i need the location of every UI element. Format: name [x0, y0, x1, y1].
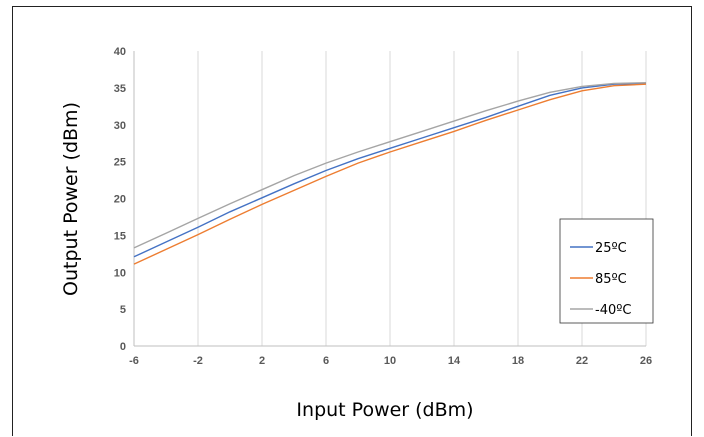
y-tick-label: 30 — [114, 120, 126, 132]
axes — [133, 51, 646, 347]
series-line-2 — [133, 82, 647, 249]
y-tick-label: 10 — [114, 267, 126, 279]
legend-label: 85ºC — [595, 272, 627, 287]
x-tick-label: 22 — [576, 355, 588, 367]
y-tick-label: 35 — [114, 83, 126, 95]
y-tick-label: 5 — [120, 304, 126, 316]
legend-label: 25ºC — [595, 241, 627, 256]
x-tick-label: 2 — [259, 355, 265, 367]
y-tick-label: 15 — [114, 230, 126, 242]
y-tick-label: 40 — [114, 46, 126, 58]
x-tick-label: -2 — [193, 355, 203, 367]
x-tick-label: 18 — [512, 355, 524, 367]
chart-frame: -6 -2 2 6 10 14 18 22 26 0 5 10 15 20 25 30 35 40 Input P… — [12, 6, 692, 436]
series-lines — [133, 82, 647, 265]
x-tick-label: 6 — [323, 355, 329, 367]
y-tick-label: 0 — [120, 341, 126, 353]
x-tick-label: 10 — [384, 355, 396, 367]
x-axis-title: Input Power (dBm) — [296, 399, 473, 421]
legend: 25ºC 85ºC -40ºC — [559, 218, 654, 324]
legend-label: -40ºC — [595, 303, 631, 318]
y-tick-label: 20 — [114, 194, 126, 206]
grid — [197, 51, 647, 346]
series-line-1 — [133, 83, 647, 265]
x-tick-label: 14 — [448, 355, 461, 367]
y-axis-title: Output Power (dBm) — [60, 102, 82, 296]
series-line-0 — [133, 82, 647, 258]
legend-box — [559, 218, 654, 324]
x-tick-label: -6 — [129, 355, 139, 367]
y-tick-label: 25 — [114, 157, 126, 169]
x-tick-label: 26 — [640, 355, 652, 367]
